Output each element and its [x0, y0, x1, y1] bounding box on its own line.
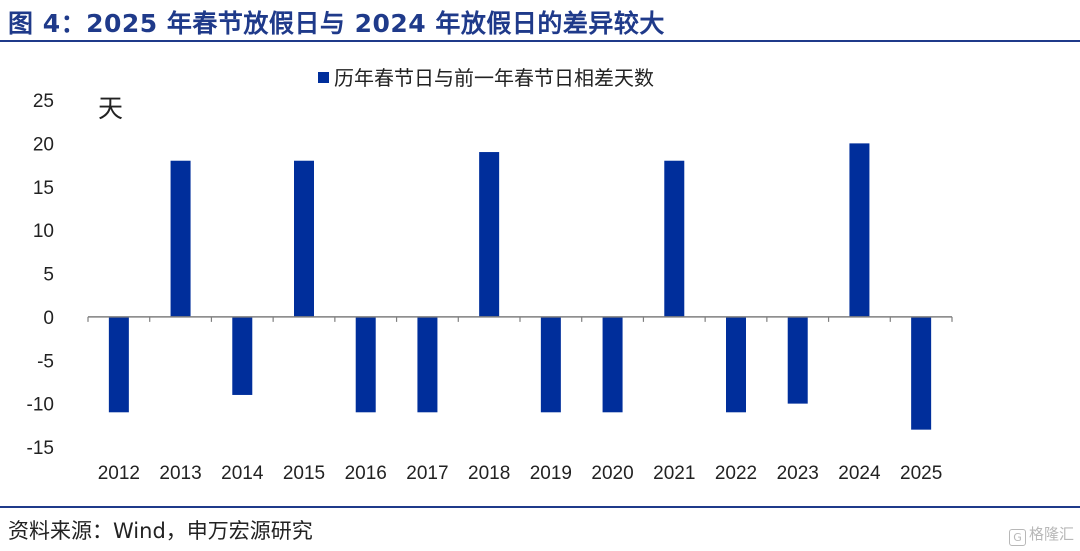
- x-tick-label: 2015: [283, 463, 325, 484]
- bar-2016: [355, 316, 376, 413]
- watermark-text: 格隆汇: [1028, 525, 1074, 543]
- y-tick-label: -10: [27, 395, 54, 416]
- y-tick-label: 5: [43, 265, 54, 286]
- watermark-logo-icon: G: [1008, 529, 1026, 546]
- legend: 历年春节日与前一年春节日相差天数: [318, 66, 654, 90]
- watermark: G 格隆汇: [1008, 523, 1074, 546]
- y-axis-tick-labels: 25 20 15 10 5 0 -5 -10 -15: [27, 91, 54, 459]
- x-tick-label: 2024: [838, 463, 881, 484]
- y-tick-label: -15: [27, 438, 54, 459]
- y-tick-label: 15: [33, 178, 54, 199]
- bar-2021: [664, 160, 685, 317]
- x-tick-label: 2023: [777, 463, 819, 484]
- bar-2017: [417, 316, 438, 413]
- y-tick-label: -5: [37, 351, 54, 372]
- x-axis-tick-labels: 2012 2013 2014 2015 2016 2017 2018 2019 2020 2021…: [98, 463, 943, 484]
- x-tick-label: 2014: [221, 463, 264, 484]
- y-tick-label: 0: [43, 308, 54, 329]
- bar-2025: [911, 316, 932, 430]
- figure-title: 图 4：2025 年春节放假日与 2024 年放假日的差异较大: [8, 9, 665, 38]
- legend-swatch: [318, 72, 329, 83]
- title-underline: [0, 40, 1080, 42]
- bar-2020: [602, 316, 623, 413]
- x-tick-label: 2013: [159, 463, 201, 484]
- bar-2018: [479, 152, 500, 317]
- legend-label: 历年春节日与前一年春节日相差天数: [334, 66, 654, 90]
- bar-2023: [787, 316, 808, 404]
- x-tick-label: 2022: [715, 463, 757, 484]
- x-tick-label: 2025: [900, 463, 942, 484]
- bar-2013: [170, 160, 191, 317]
- footer-rule: [0, 506, 1080, 508]
- source-note: 资料来源：Wind，申万宏源研究: [8, 519, 313, 543]
- bar-2019: [540, 316, 561, 413]
- y-tick-label: 25: [33, 91, 54, 112]
- x-tick-label: 2018: [468, 463, 510, 484]
- bar-2015: [294, 160, 314, 317]
- x-tick-label: 2016: [345, 463, 387, 484]
- x-tick-label: 2021: [653, 463, 695, 484]
- y-tick-label: 20: [33, 134, 54, 155]
- y-axis-unit-label: 天: [98, 94, 123, 123]
- x-tick-label: 2020: [591, 463, 633, 484]
- x-tick-label: 2017: [406, 463, 448, 484]
- bars-group: [108, 143, 932, 430]
- bar-2012: [108, 316, 129, 413]
- y-tick-label: 10: [33, 221, 54, 242]
- x-tick-label: 2012: [98, 463, 140, 484]
- bar-2022: [726, 316, 746, 413]
- x-tick-label: 2019: [530, 463, 572, 484]
- bar-2014: [232, 316, 253, 395]
- bar-2024: [849, 143, 870, 317]
